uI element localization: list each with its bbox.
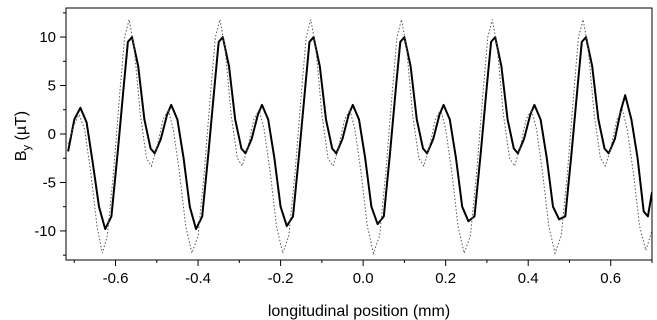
y-tick-label: 10: [39, 29, 56, 46]
series-layer: [67, 19, 652, 255]
x-tick-label: 0.0: [353, 270, 374, 287]
y-tick-label: 0: [48, 126, 56, 143]
y-axis-title-unit: (µT): [13, 111, 30, 145]
y-axis-title-subscript: y: [21, 144, 33, 150]
x-tick-label: 0.6: [600, 270, 621, 287]
y-tick-label: 5: [48, 78, 56, 95]
y-tick-label: -10: [34, 223, 56, 240]
x-tick-label: -0.2: [268, 270, 294, 287]
x-tick-label: -0.6: [103, 270, 129, 287]
y-tick-label: -5: [43, 174, 56, 191]
axes-layer: -0.6 -0.4 -0.2 0.0 0.2 0.4 0.6 10 5 0 -5 -10: [34, 7, 653, 287]
x-tick-label: 0.4: [518, 270, 539, 287]
y-axis-title: By (µT): [13, 111, 33, 161]
series-line-dotted: [67, 19, 652, 255]
x-axis-title: longitudinal position (mm): [268, 303, 450, 320]
plot-frame: [65, 7, 653, 261]
y-axis-title-main: B: [13, 150, 30, 161]
x-tick-label: 0.2: [435, 270, 456, 287]
x-tick-label: -0.4: [185, 270, 211, 287]
series-line-solid: [67, 36, 652, 230]
